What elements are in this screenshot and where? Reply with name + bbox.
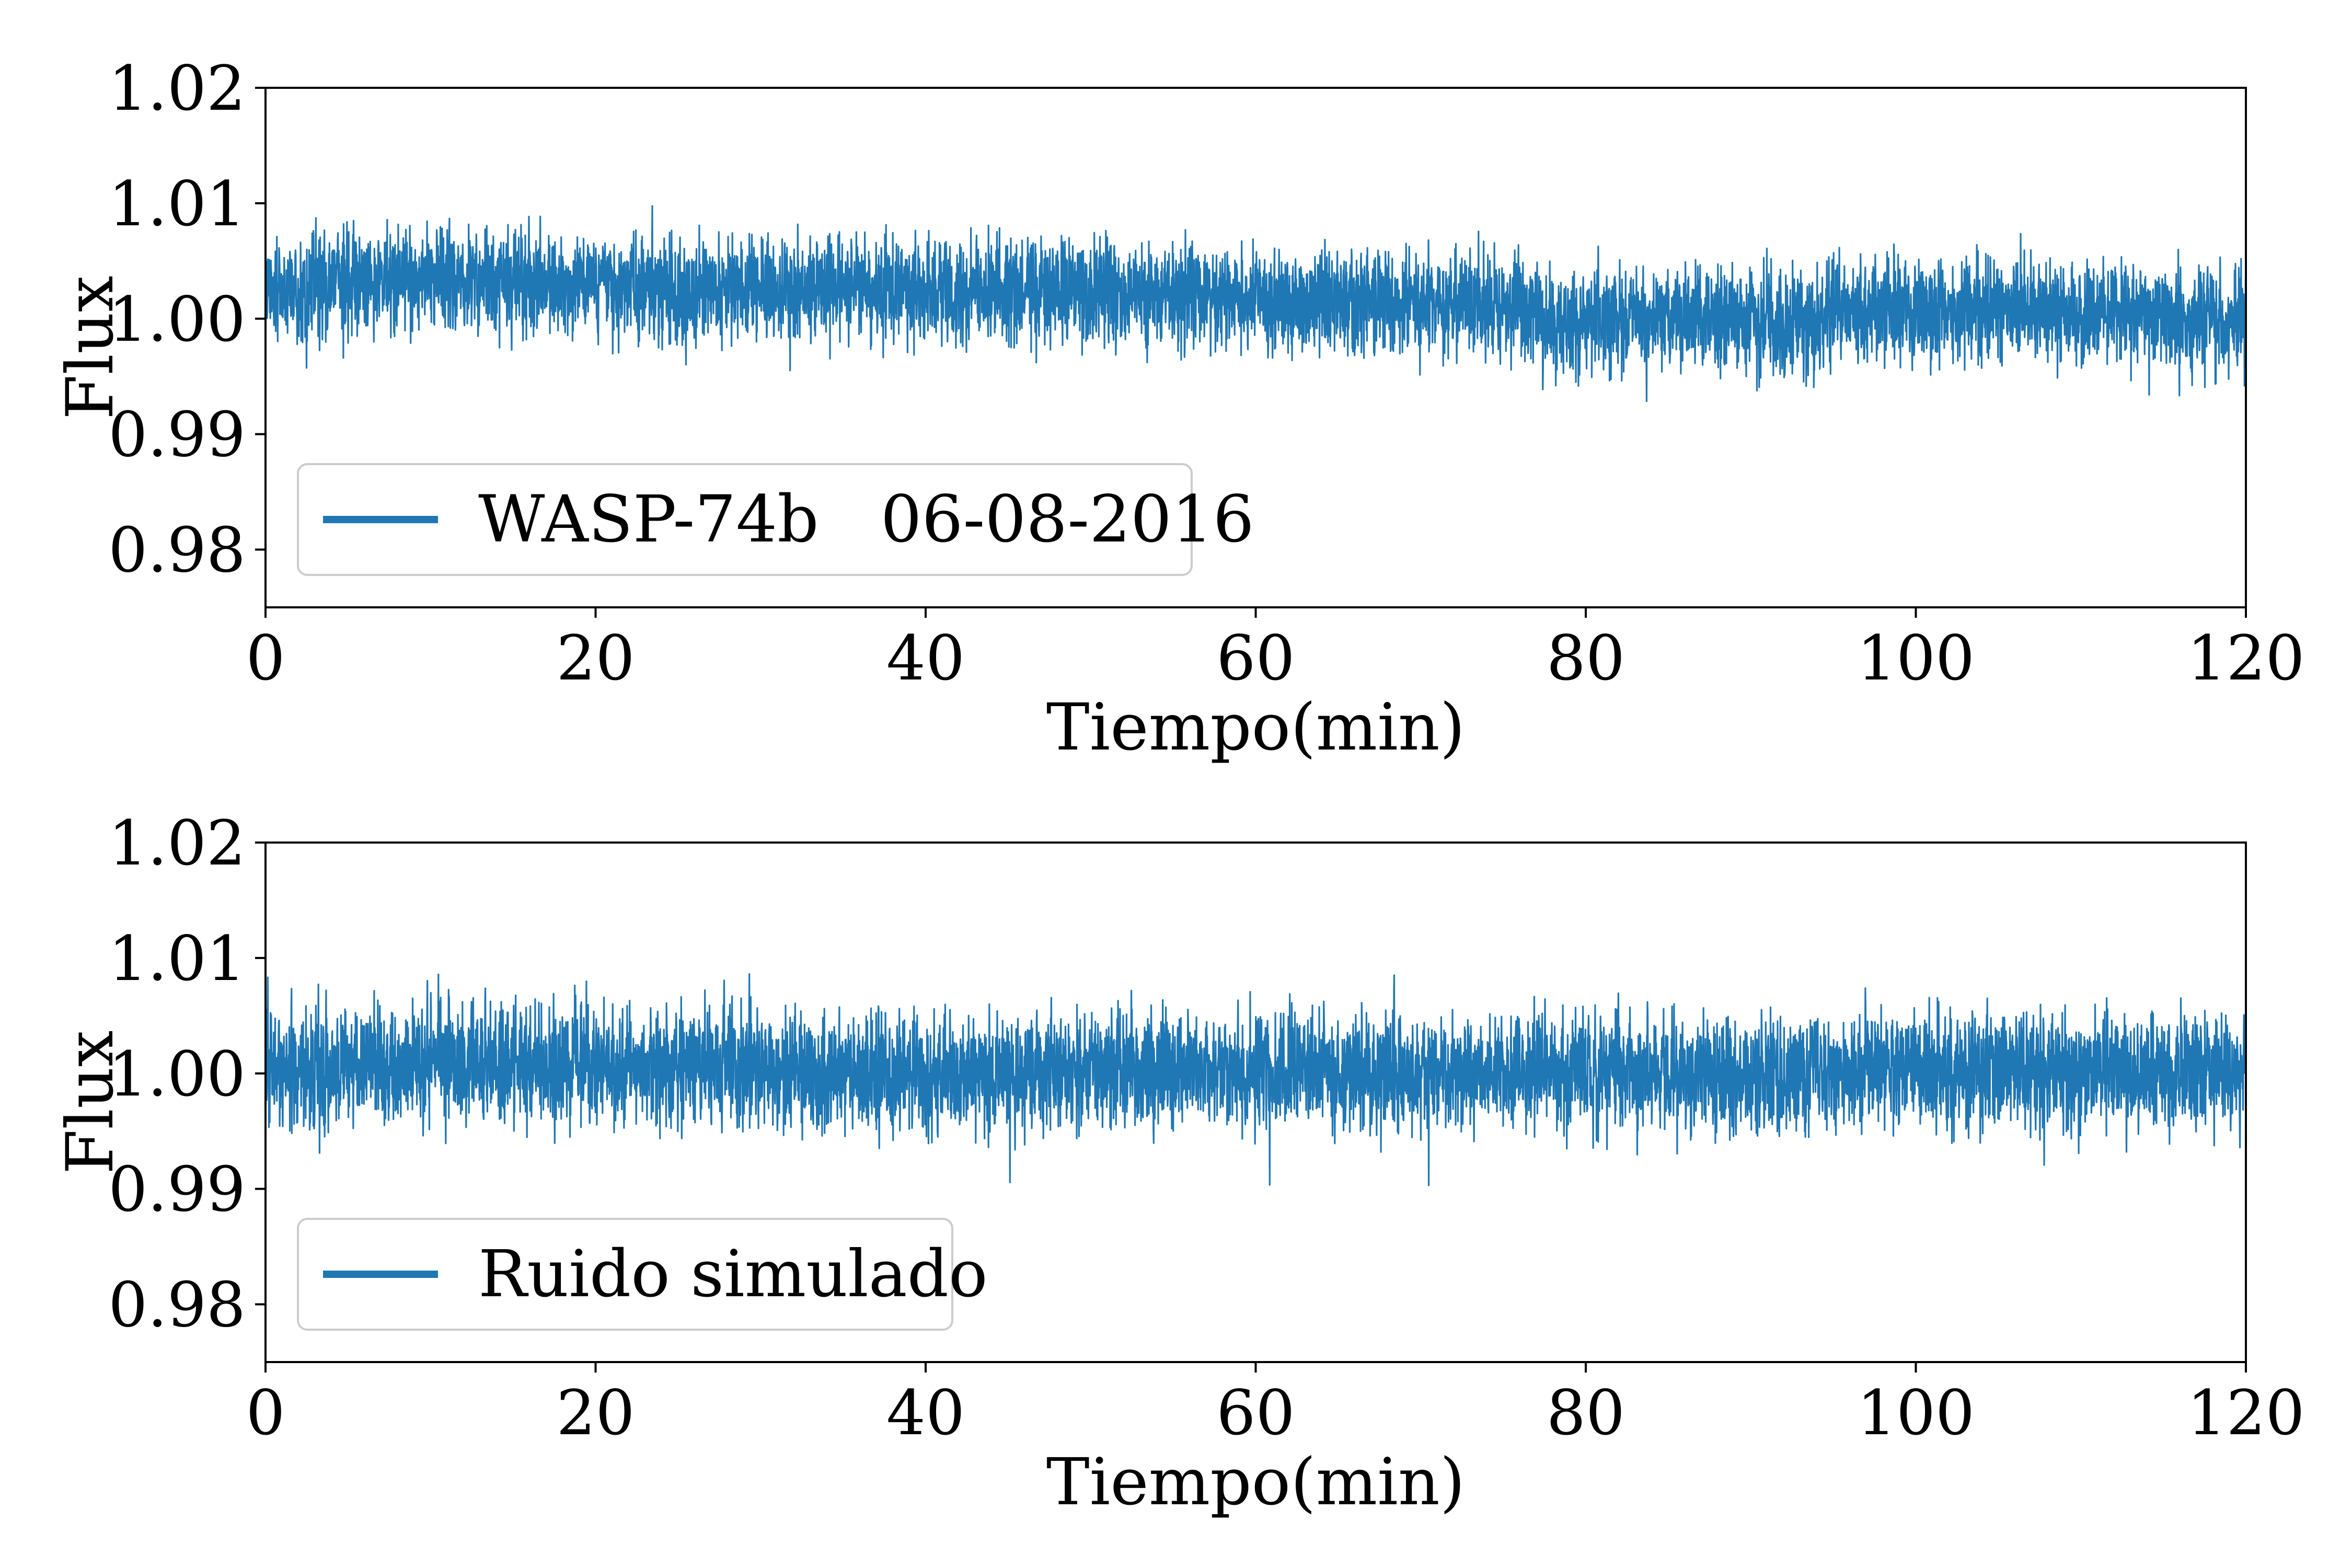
x-tick-label: 20	[556, 1377, 635, 1449]
x-tick-label: 0	[246, 622, 285, 694]
chart-panel-bottom: 0 20 40 60 80 100 120 0.98 0.99 1.00 1.01 1.02 Tiemp…	[53, 807, 2305, 1520]
x-tick-label: 60	[1216, 622, 1295, 694]
x-tick-label: 0	[246, 1377, 285, 1449]
x-tick-label: 40	[886, 1377, 965, 1449]
legend: WASP-74b 06-08-2016	[297, 463, 1254, 576]
series-line	[264, 973, 2247, 1186]
x-tick-label: 80	[1547, 1377, 1625, 1449]
x-tick-label: 120	[2187, 1377, 2304, 1449]
y-tick-label: 1.02	[108, 807, 246, 879]
y-axis-label: Flux	[53, 1030, 128, 1174]
x-axis-label: Tiempo(min)	[1046, 1445, 1465, 1520]
series-line	[264, 205, 2247, 402]
legend: Ruido simulado	[297, 1218, 988, 1331]
x-tick-label: 100	[1857, 1377, 1975, 1449]
x-tick-label: 80	[1547, 622, 1625, 694]
y-tick-label: 1.00	[108, 1038, 246, 1110]
y-tick-label: 1.01	[108, 168, 246, 240]
x-axis-label: Tiempo(min)	[1046, 690, 1465, 765]
chart-panel-top: 0 20 40 60 80 100 120 0.98 0.99 1.00 1.01 1.02 Tiemp…	[53, 52, 2305, 765]
y-tick-label: 0.99	[108, 1154, 246, 1226]
legend-box	[297, 463, 1193, 576]
x-tick-label: 100	[1857, 622, 1975, 694]
legend-label: WASP-74b 06-08-2016	[478, 482, 1254, 557]
y-tick-label: 0.98	[108, 1269, 246, 1341]
y-tick-label: 1.01	[108, 923, 246, 995]
y-tick-label: 1.00	[108, 283, 246, 355]
y-axis-label: Flux	[53, 275, 128, 420]
x-tick-label: 20	[556, 622, 635, 694]
x-tick-label: 120	[2187, 622, 2304, 694]
legend-box	[297, 1218, 953, 1331]
x-tick-label: 60	[1216, 1377, 1295, 1449]
y-tick-label: 1.02	[108, 52, 246, 124]
y-tick-label: 0.99	[108, 399, 246, 471]
legend-label: Ruido simulado	[478, 1237, 988, 1312]
x-tick-label: 40	[886, 622, 965, 694]
y-tick-label: 0.98	[108, 514, 246, 586]
